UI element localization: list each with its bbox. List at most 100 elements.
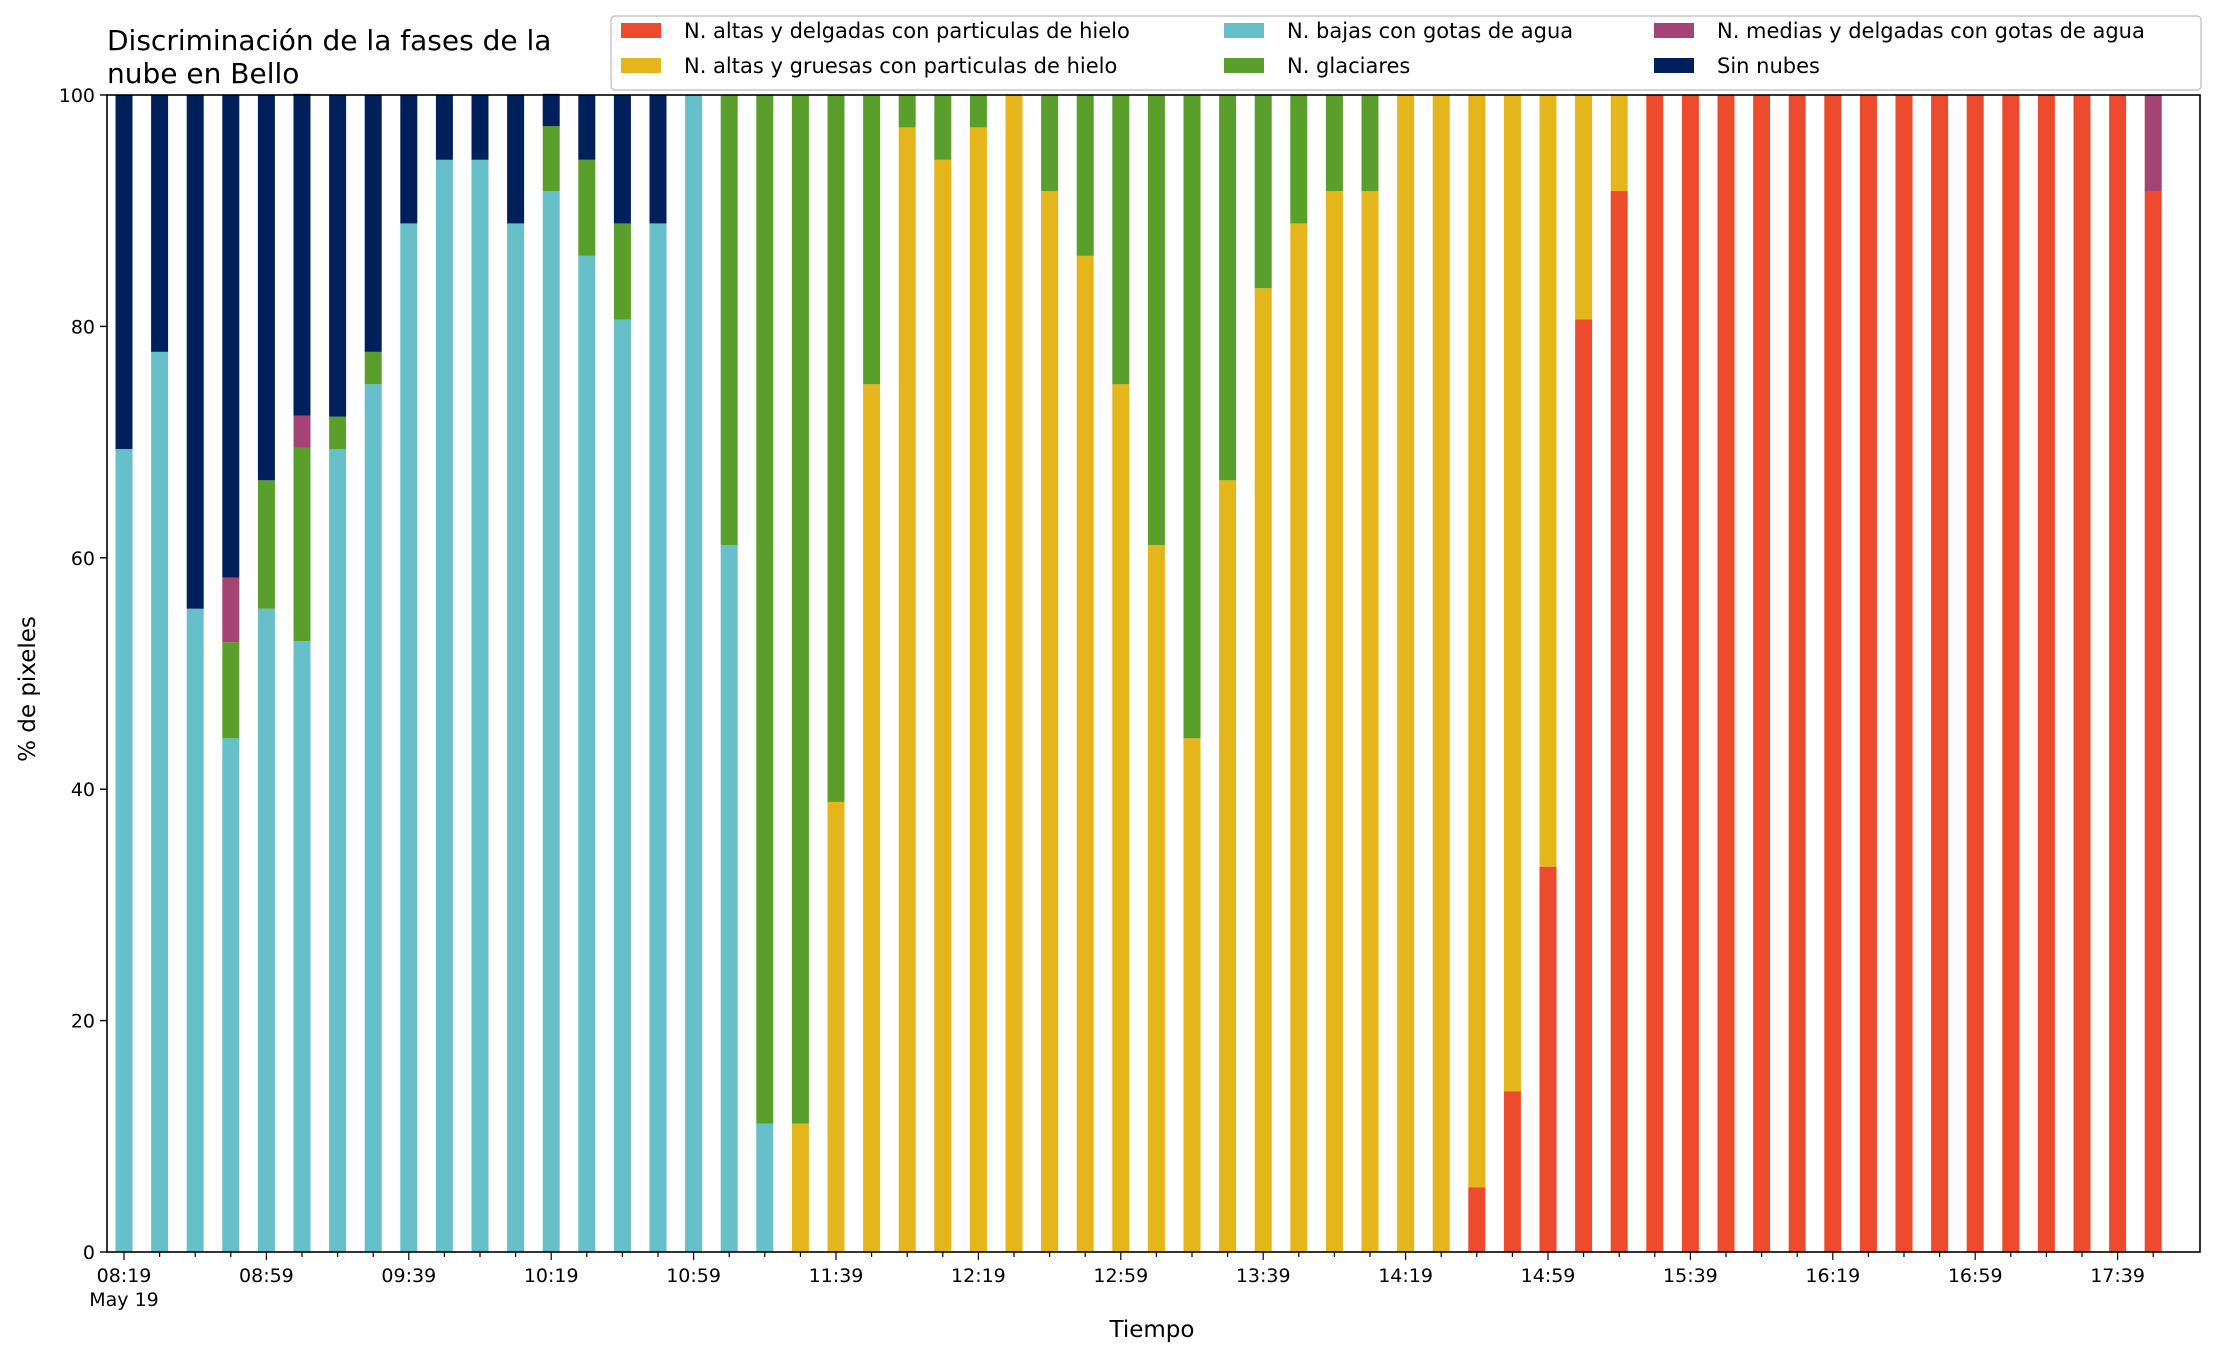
bar-segment [613, 223, 631, 320]
bar-segment [1325, 95, 1343, 192]
bar-segment [863, 95, 881, 385]
bar-segment [364, 95, 382, 352]
x-tick-label: 09:39 [381, 1265, 436, 1287]
bar-segment [1183, 738, 1201, 1252]
bar-segment [1219, 480, 1237, 1252]
bar-segment [1112, 95, 1130, 385]
bar-segment [1219, 95, 1237, 481]
bar-segment [1468, 95, 1486, 1188]
legend-swatch [1654, 23, 1694, 38]
bar-segment [1646, 95, 1664, 1252]
y-tick-label: 60 [71, 548, 95, 570]
y-tick-label: 100 [59, 85, 95, 107]
bar-segment [1575, 319, 1593, 1253]
bar-segment [969, 127, 987, 1252]
bar-segment [293, 93, 311, 416]
legend-label: N. altas y delgadas con particulas de hi… [684, 19, 1130, 43]
bar-segment [1432, 95, 1450, 1252]
bar-segment [756, 95, 774, 1124]
bar-segment [1254, 95, 1272, 289]
bar-segment [1147, 95, 1165, 546]
bar-segment [720, 545, 738, 1252]
legend-swatch [621, 58, 661, 73]
bar-segment [2002, 95, 2020, 1252]
x-tick-label: 16:59 [1948, 1265, 2003, 1287]
chart-title-line-1: Discriminación de la fases de la [107, 24, 551, 57]
bar-segment [435, 95, 453, 160]
legend-label: N. glaciares [1287, 54, 1410, 78]
legend-swatch [1224, 58, 1264, 73]
bar-segment [222, 577, 240, 643]
x-tick-label: 12:59 [1093, 1265, 1148, 1287]
bar-segment [720, 95, 738, 546]
bar-segment [756, 1123, 774, 1252]
bar-segment [1610, 95, 1628, 192]
x-tick-label: 17:39 [2090, 1265, 2145, 1287]
x-tick-label: 08:59 [239, 1265, 294, 1287]
bar-segment [1325, 191, 1343, 1252]
bar-segment [1895, 95, 1913, 1252]
legend-label: N. altas y gruesas con particulas de hie… [684, 54, 1117, 78]
bar-segment [1931, 95, 1949, 1252]
bar-segment [1503, 1091, 1521, 1252]
bar-segment [1041, 191, 1059, 1252]
axes: 0 20 40 60 80 100 08:19 08:59 09:39 10:19 10:59 11:… [59, 85, 2201, 1311]
chart-title-line-2: nube en Bello [107, 57, 299, 90]
bar-segment [2109, 95, 2127, 1252]
bar-segment [542, 191, 560, 1252]
bar-segment [222, 738, 240, 1252]
bar-segment [293, 641, 311, 1252]
bar-segment [827, 95, 845, 802]
bar-segment [151, 95, 169, 352]
bar-segment [1361, 95, 1379, 192]
chart-title: Discriminación de la fases de la nube en… [107, 24, 551, 90]
bar-segment [1503, 95, 1521, 1092]
y-tick-label: 20 [71, 1011, 95, 1033]
bar-segment [863, 384, 881, 1252]
bar-segment [1041, 95, 1059, 192]
bar-segment [578, 95, 596, 160]
bar-segment [329, 449, 347, 1252]
x-tick-label: 14:59 [1521, 1265, 1576, 1287]
bar-segment [1824, 95, 1842, 1252]
bar-segment [1397, 95, 1415, 1252]
bar-segment [507, 223, 525, 1253]
bar-segment [578, 159, 596, 256]
bar-segment [400, 223, 418, 1253]
y-tick-label: 40 [71, 779, 95, 801]
legend-swatch [621, 23, 661, 38]
x-tick-label: 11:39 [809, 1265, 864, 1287]
bar-segment [791, 95, 809, 1124]
bar-segment [400, 95, 418, 224]
bar-segment [364, 384, 382, 1252]
bar-segment [1183, 95, 1201, 739]
bar-segment [613, 95, 631, 224]
bar-segment [1539, 95, 1557, 867]
bar-segment [115, 95, 133, 450]
bar-segment [578, 255, 596, 1252]
bar-segment [934, 159, 952, 1252]
bar-segment [1966, 95, 1984, 1252]
bar-segment [329, 416, 347, 450]
bar-segment [2073, 95, 2091, 1252]
bar-segment [257, 480, 275, 609]
bar-segment [1610, 191, 1628, 1252]
x-tick-label: 14:19 [1378, 1265, 1433, 1287]
bar-segment [1788, 95, 1806, 1252]
bar-segment [222, 642, 240, 739]
x-tick-label: 10:19 [524, 1265, 579, 1287]
bar-segment [186, 95, 204, 609]
bar-segment [1539, 866, 1557, 1252]
bar-segment [542, 126, 560, 192]
bar-segment [2037, 95, 2055, 1252]
bar-segment [1076, 95, 1094, 256]
bar-segment [293, 447, 311, 642]
bar-segment [435, 159, 453, 1252]
bar-segment [1290, 223, 1308, 1253]
x-tick-label: 12:19 [951, 1265, 1006, 1287]
bar-layer [115, 93, 2162, 1253]
bar-segment [1112, 384, 1130, 1252]
bar-segment [791, 1123, 809, 1252]
bar-segment [2144, 95, 2162, 192]
